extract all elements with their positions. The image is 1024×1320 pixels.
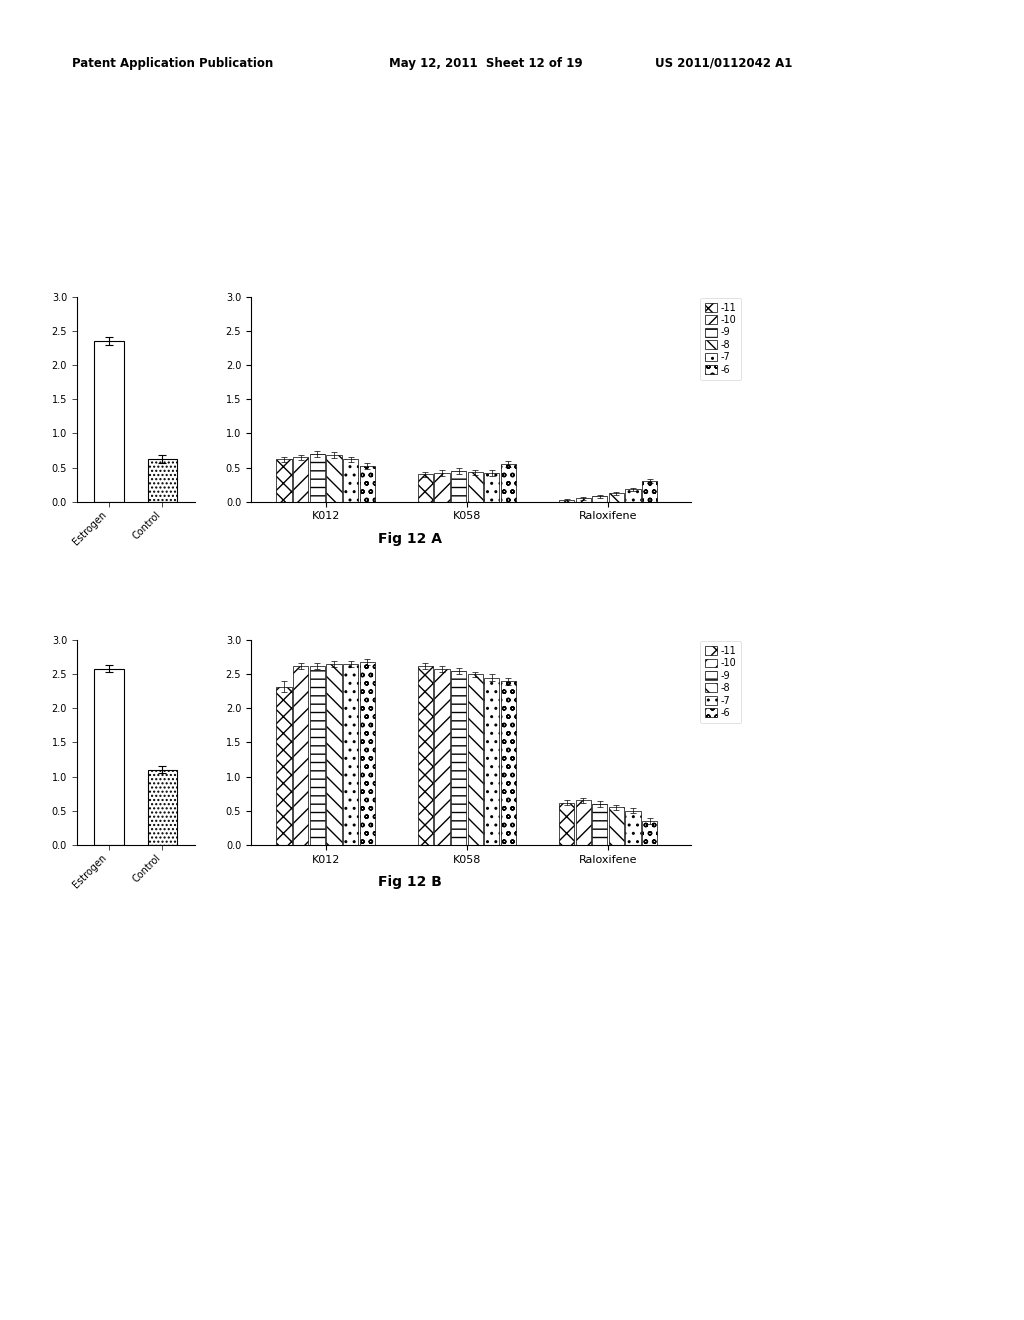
Bar — [559, 500, 574, 502]
Bar — [451, 471, 466, 502]
Bar — [343, 459, 358, 502]
Bar — [468, 473, 483, 502]
Bar — [468, 675, 483, 845]
Bar — [484, 473, 500, 502]
Bar — [309, 454, 325, 502]
Bar — [609, 494, 624, 502]
Bar — [418, 474, 433, 502]
Bar — [293, 457, 308, 502]
Bar — [359, 663, 375, 845]
Text: Patent Application Publication: Patent Application Publication — [72, 57, 273, 70]
Bar — [147, 459, 177, 502]
Bar — [94, 669, 124, 845]
Bar — [575, 498, 591, 502]
Bar — [484, 677, 500, 845]
Bar — [343, 664, 358, 845]
Bar — [94, 342, 124, 502]
Bar — [293, 667, 308, 845]
Bar — [327, 664, 342, 845]
Bar — [501, 681, 516, 845]
Text: May 12, 2011  Sheet 12 of 19: May 12, 2011 Sheet 12 of 19 — [389, 57, 583, 70]
Bar — [609, 808, 624, 845]
Bar — [642, 480, 657, 502]
Bar — [642, 821, 657, 845]
Legend: -11, -10, -9, -8, -7, -6: -11, -10, -9, -8, -7, -6 — [700, 298, 741, 380]
Bar — [626, 810, 641, 845]
Bar — [418, 667, 433, 845]
Bar — [359, 466, 375, 502]
Bar — [559, 803, 574, 845]
Bar — [501, 465, 516, 502]
Bar — [434, 669, 450, 845]
Bar — [575, 800, 591, 845]
Bar — [592, 804, 607, 845]
Bar — [276, 459, 292, 502]
Bar — [626, 490, 641, 502]
Legend: -11, -10, -9, -8, -7, -6: -11, -10, -9, -8, -7, -6 — [700, 642, 741, 723]
Bar — [327, 455, 342, 502]
Bar — [309, 667, 325, 845]
Text: US 2011/0112042 A1: US 2011/0112042 A1 — [655, 57, 793, 70]
Text: Fig 12 A: Fig 12 A — [378, 532, 441, 546]
Bar — [451, 671, 466, 845]
Text: Fig 12 B: Fig 12 B — [378, 875, 441, 890]
Bar — [592, 496, 607, 502]
Bar — [434, 473, 450, 502]
Bar — [276, 686, 292, 845]
Bar — [147, 770, 177, 845]
